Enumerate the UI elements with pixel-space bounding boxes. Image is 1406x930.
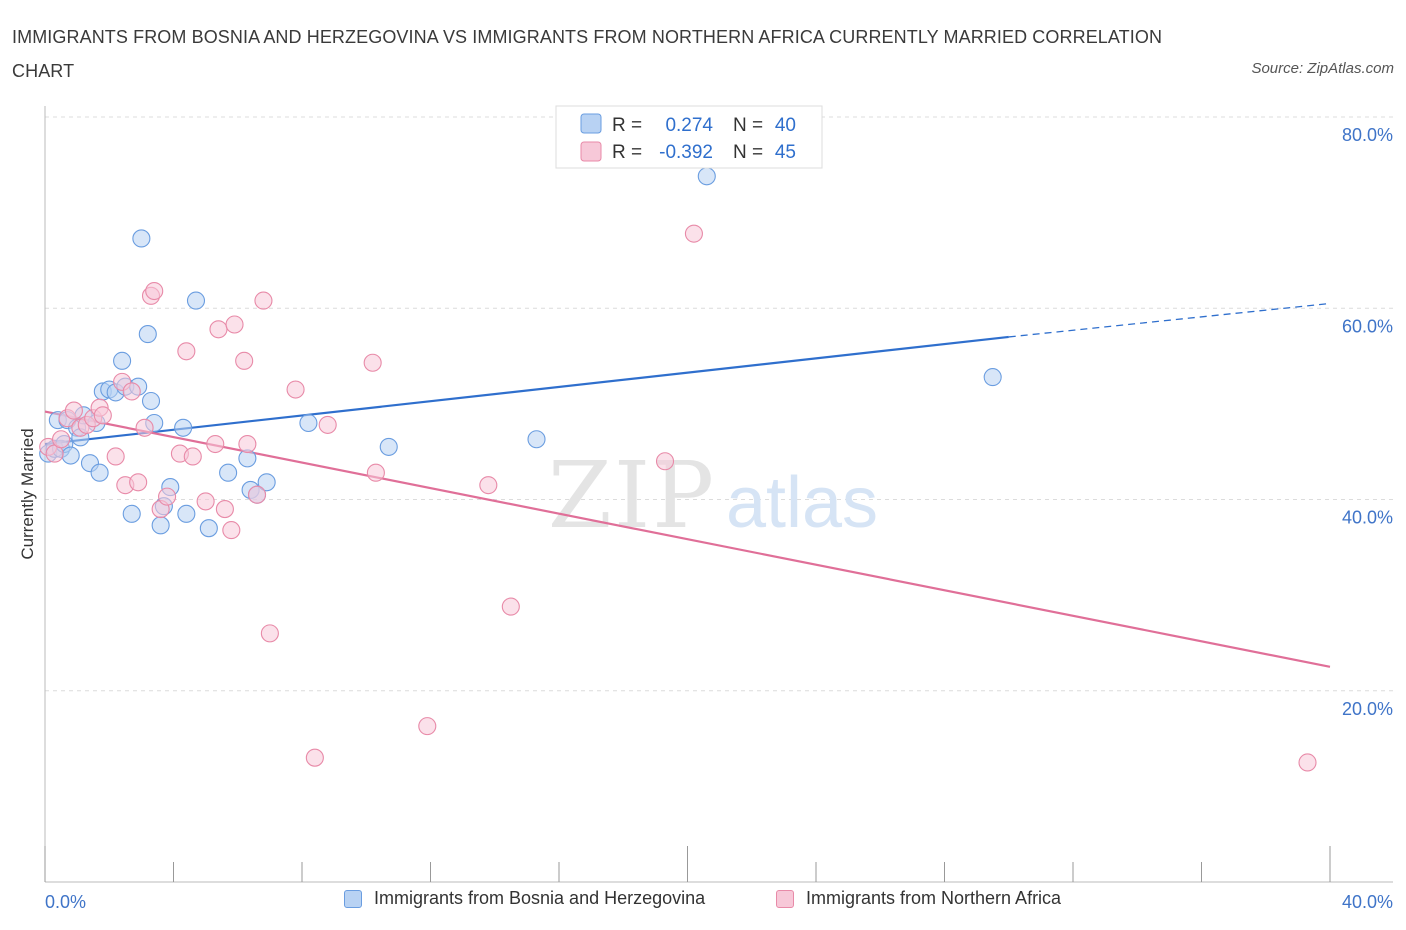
data-point-series-1 bbox=[235, 351, 254, 370]
data-point-series-0 bbox=[219, 463, 238, 482]
legend-swatch-pink bbox=[580, 141, 602, 162]
data-point-series-1 bbox=[254, 291, 273, 310]
legend-label-bosnia: Immigrants from Bosnia and Herzegovina bbox=[374, 888, 706, 908]
legend-r-value-blue: 0.274 bbox=[665, 115, 713, 136]
data-point-series-0 bbox=[697, 167, 716, 186]
data-point-series-1 bbox=[196, 492, 215, 511]
data-point-series-1 bbox=[225, 315, 244, 334]
data-point-series-1 bbox=[106, 447, 125, 466]
data-point-series-1 bbox=[215, 500, 234, 519]
y-tick-labels: 80.0% 60.0% 40.0% 20.0% bbox=[1342, 125, 1393, 719]
data-point-series-1 bbox=[135, 418, 154, 437]
legend-item-northern-africa: Immigrants from Northern Africa bbox=[776, 888, 1061, 909]
y-tick-label: 60.0% bbox=[1342, 316, 1393, 336]
data-point-series-1 bbox=[318, 415, 337, 434]
data-point-series-1 bbox=[655, 452, 675, 471]
data-point-series-0 bbox=[257, 473, 276, 492]
watermark-atlas: atlas bbox=[726, 463, 878, 543]
data-point-series-0 bbox=[177, 504, 196, 523]
data-point-series-0 bbox=[90, 463, 109, 482]
data-point-series-0 bbox=[379, 437, 398, 456]
data-points bbox=[39, 167, 1317, 772]
legend-label-northern-africa: Immigrants from Northern Africa bbox=[806, 888, 1062, 908]
data-point-series-1 bbox=[64, 401, 83, 420]
legend-n-label-blue: N = bbox=[733, 115, 763, 136]
y-tick-label: 80.0% bbox=[1342, 125, 1393, 145]
y-axis-label: Currently Married bbox=[18, 428, 37, 559]
data-point-series-0 bbox=[122, 504, 141, 523]
chart-title: IMMIGRANTS FROM BOSNIA AND HERZEGOVINA V… bbox=[12, 27, 1163, 81]
data-point-series-1 bbox=[122, 382, 141, 401]
legend-r-label-blue: R = bbox=[612, 115, 642, 136]
watermark: ZIP atlas bbox=[548, 442, 878, 549]
data-point-series-1 bbox=[158, 487, 177, 506]
data-point-series-0 bbox=[138, 325, 157, 344]
watermark-zip: ZIP bbox=[548, 442, 716, 549]
chart-source: Source: ZipAtlas.com bbox=[1251, 60, 1394, 77]
gridlines bbox=[45, 116, 1393, 692]
data-point-series-0 bbox=[299, 413, 318, 433]
legend-swatch-blue bbox=[580, 113, 602, 134]
data-point-series-1 bbox=[206, 434, 225, 454]
legend-swatch-bosnia bbox=[344, 889, 362, 908]
legend-box: R = 0.274 N = 40 R = -0.392 N = 45 bbox=[555, 105, 823, 169]
data-point-series-0 bbox=[199, 519, 218, 538]
data-point-series-1 bbox=[479, 476, 498, 495]
x-tick-label-left: 0.0% bbox=[45, 892, 86, 912]
legend-item-bosnia: Immigrants from Bosnia and Herzegovina bbox=[344, 888, 705, 909]
data-point-series-1 bbox=[286, 380, 305, 399]
trend-line-series-0 bbox=[44, 335, 1009, 446]
data-point-series-1 bbox=[183, 447, 202, 466]
data-point-series-1 bbox=[129, 473, 148, 492]
data-point-series-1 bbox=[209, 320, 228, 339]
data-point-series-0 bbox=[113, 351, 132, 370]
x-tick-label-right: 40.0% bbox=[1342, 892, 1393, 912]
data-point-series-1 bbox=[222, 521, 241, 540]
data-point-series-1 bbox=[418, 717, 437, 736]
legend-swatch-northern-africa bbox=[776, 889, 794, 908]
data-point-series-1 bbox=[52, 430, 71, 449]
data-point-series-0 bbox=[983, 368, 1002, 387]
data-point-series-0 bbox=[174, 418, 193, 437]
data-point-series-1 bbox=[1298, 753, 1317, 772]
legend-r-value-pink: -0.392 bbox=[659, 142, 713, 163]
legend-n-label-pink: N = bbox=[733, 142, 763, 163]
data-point-series-1 bbox=[93, 406, 112, 425]
bottom-legend: Immigrants from Bosnia and Herzegovina I… bbox=[0, 888, 1406, 918]
trend-lines bbox=[44, 302, 1331, 668]
y-tick-label: 40.0% bbox=[1342, 508, 1393, 528]
legend-n-value-blue: 40 bbox=[775, 115, 796, 136]
data-point-series-0 bbox=[527, 430, 546, 449]
legend-r-label-pink: R = bbox=[612, 142, 642, 163]
data-point-series-0 bbox=[132, 229, 151, 248]
data-point-series-1 bbox=[366, 463, 385, 482]
data-point-series-0 bbox=[186, 291, 206, 310]
data-point-series-1 bbox=[501, 597, 520, 616]
data-point-series-0 bbox=[141, 391, 161, 411]
trend-line-series-1 bbox=[44, 410, 1331, 668]
data-point-series-1 bbox=[247, 485, 267, 504]
trend-line-extension-series-0 bbox=[1008, 302, 1331, 338]
data-point-series-1 bbox=[305, 748, 324, 767]
data-point-series-1 bbox=[260, 624, 279, 643]
data-point-series-1 bbox=[177, 342, 196, 361]
data-point-series-0 bbox=[61, 446, 80, 465]
data-point-series-1 bbox=[145, 281, 164, 301]
data-point-series-1 bbox=[684, 224, 703, 243]
data-point-series-0 bbox=[151, 516, 170, 535]
axes bbox=[44, 106, 1393, 883]
legend-n-value-pink: 45 bbox=[775, 142, 796, 163]
data-point-series-1 bbox=[238, 434, 257, 454]
data-point-series-1 bbox=[363, 353, 382, 372]
y-tick-label: 20.0% bbox=[1342, 699, 1393, 719]
